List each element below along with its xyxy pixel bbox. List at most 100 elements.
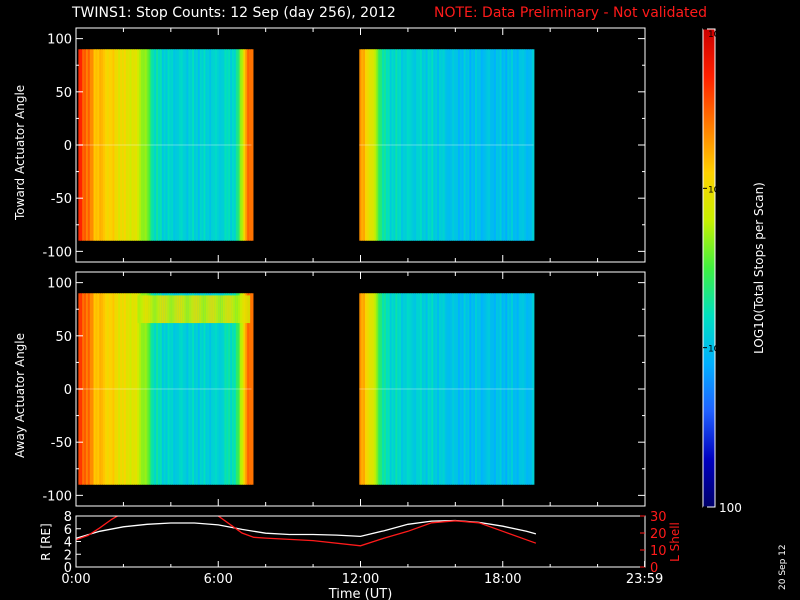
- orbit-left-tick-label: 0: [64, 561, 72, 576]
- toward-heatmap-column: [389, 49, 393, 241]
- away-heatmap-column: [199, 293, 203, 485]
- away-heatmap-column: [516, 293, 520, 485]
- toward-heatmap-column: [230, 49, 233, 241]
- toward-heatmap-column: [505, 49, 508, 241]
- toward-heatmap-column: [169, 49, 172, 241]
- away-heatmap-column: [469, 293, 472, 485]
- away-heatmap-column: [207, 293, 210, 485]
- toward-heatmap-column: [431, 49, 434, 241]
- away-enhancement-band: [211, 295, 215, 324]
- away-heatmap-column: [420, 293, 423, 485]
- away-heatmap-column: [82, 293, 85, 485]
- toward-heatmap-column: [370, 49, 374, 241]
- away-heatmap-column: [249, 293, 252, 485]
- away-heatmap-column: [214, 293, 218, 485]
- toward-heatmap-column: [154, 49, 157, 241]
- away-heatmap-column: [192, 293, 195, 485]
- away-enhancement-band: [160, 295, 163, 324]
- toward-heatmap-column: [507, 49, 510, 241]
- toward-heatmap-column: [207, 49, 210, 241]
- toward-heatmap-column: [123, 49, 127, 241]
- away-heatmap-column: [457, 293, 461, 485]
- away-heatmap-column: [435, 293, 438, 485]
- toward-heatmap-column: [103, 49, 106, 241]
- time-tick-label: 18:00: [484, 572, 521, 587]
- away-enhancement-band: [173, 295, 177, 324]
- away-heatmap-column: [478, 293, 482, 485]
- away-heatmap-column: [235, 293, 239, 485]
- away-heatmap-column: [372, 293, 376, 485]
- away-heatmap-column: [97, 293, 100, 485]
- toward-heatmap-column: [104, 49, 108, 241]
- away-heatmap-column: [495, 293, 499, 485]
- away-heatmap-column: [116, 293, 119, 485]
- toward-heatmap-column: [450, 49, 453, 241]
- orbit-right-tick-label: 0: [650, 561, 658, 576]
- away-enhancement-band: [139, 295, 143, 324]
- away-heatmap-column: [224, 293, 227, 485]
- toward-heatmap-column: [520, 49, 524, 241]
- away-heatmap-column: [144, 293, 148, 485]
- away-heatmap-column: [142, 293, 146, 485]
- toward-heatmap-column: [414, 49, 417, 241]
- toward-heatmap-column: [222, 49, 226, 241]
- away-heatmap-column: [475, 293, 478, 485]
- toward-heatmap: [78, 49, 535, 241]
- away-enhancement-band: [221, 295, 224, 324]
- away-enhancement-band: [232, 295, 235, 324]
- toward-heatmap-column: [406, 49, 410, 241]
- toward-heatmap-column: [484, 49, 487, 241]
- toward-heatmap-column: [188, 49, 191, 241]
- toward-heatmap-column: [173, 49, 176, 241]
- radius-line: [76, 519, 537, 539]
- away-heatmap-column: [493, 293, 497, 485]
- toward-heatmap-column: [131, 49, 134, 241]
- toward-heatmap-column: [150, 49, 153, 241]
- toward-heatmap-column: [205, 49, 208, 241]
- away-heatmap-column: [437, 293, 440, 485]
- away-enhancement-band: [175, 295, 179, 324]
- away-heatmap-column: [429, 293, 432, 485]
- toward-heatmap-column: [497, 49, 501, 241]
- away-heatmap-column: [184, 293, 188, 485]
- toward-heatmap-column: [220, 49, 224, 241]
- toward-heatmap-column: [241, 49, 244, 241]
- toward-heatmap-column: [135, 49, 138, 241]
- away-heatmap-column: [524, 293, 527, 485]
- toward-heatmap-column: [133, 49, 136, 241]
- toward-heatmap-column: [476, 49, 480, 241]
- away-heatmap-column: [391, 293, 395, 485]
- toward-ytick-label: -50: [51, 192, 72, 207]
- toward-heatmap-column: [366, 49, 370, 241]
- orbit-right-tick-label: 30: [650, 510, 667, 525]
- toward-heatmap-column: [203, 49, 207, 241]
- toward-ytick-label: -100: [42, 245, 72, 260]
- away-heatmap-column: [84, 293, 87, 485]
- toward-heatmap-column: [85, 49, 89, 241]
- toward-heatmap-column: [522, 49, 525, 241]
- away-heatmap-column: [431, 293, 434, 485]
- away-heatmap-column: [374, 293, 377, 485]
- toward-heatmap-column: [408, 49, 412, 241]
- away-heatmap-column: [195, 293, 199, 485]
- toward-heatmap-column: [249, 49, 252, 241]
- toward-heatmap-column: [495, 49, 499, 241]
- toward-heatmap-column: [459, 49, 463, 241]
- toward-heatmap-column: [469, 49, 472, 241]
- toward-heatmap-column: [465, 49, 469, 241]
- away-enhancement-band: [177, 295, 180, 324]
- away-heatmap-column: [213, 293, 216, 485]
- away-heatmap-column: [247, 293, 250, 485]
- away-ytick-label: 50: [55, 330, 72, 345]
- away-heatmap-column: [382, 293, 385, 485]
- away-heatmap-column: [456, 293, 459, 485]
- away-heatmap-column: [484, 293, 487, 485]
- away-enhancement-band: [150, 295, 154, 324]
- orbit-right-tick-label: 20: [650, 527, 667, 542]
- toward-heatmap-column: [478, 49, 482, 241]
- away-heatmap-column: [211, 293, 214, 485]
- toward-heatmap-column: [129, 49, 133, 241]
- away-heatmap-column: [418, 293, 421, 485]
- away-heatmap-column: [501, 293, 505, 485]
- toward-heatmap-column: [237, 49, 241, 241]
